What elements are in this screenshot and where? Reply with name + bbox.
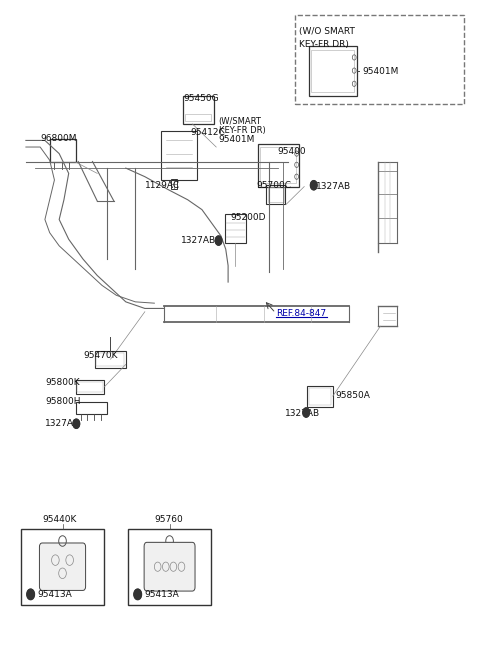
FancyBboxPatch shape [144, 542, 195, 591]
Text: 95413A: 95413A [38, 590, 72, 599]
Bar [258, 144, 299, 186]
Circle shape [303, 408, 310, 417]
Bar [267, 186, 284, 202]
Text: 95760: 95760 [155, 514, 183, 524]
Text: 95401M: 95401M [218, 135, 255, 144]
Bar [185, 114, 212, 121]
Bar [307, 385, 333, 407]
Bar [183, 96, 214, 124]
Text: 1327AB: 1327AB [285, 409, 320, 418]
Text: (W/O SMART: (W/O SMART [300, 27, 355, 36]
Text: 95850A: 95850A [335, 391, 370, 400]
Text: 95400: 95400 [277, 147, 306, 156]
Text: 95470K: 95470K [83, 351, 118, 361]
Bar [225, 213, 246, 243]
Text: (W/SMART: (W/SMART [218, 117, 262, 127]
Bar [295, 15, 464, 104]
Bar [76, 380, 104, 394]
Bar [309, 388, 331, 404]
Circle shape [311, 180, 317, 190]
Text: 96800M: 96800M [40, 134, 77, 143]
Bar [309, 46, 357, 95]
Bar [171, 178, 177, 189]
Text: 95800H: 95800H [45, 398, 81, 406]
Bar [161, 131, 197, 180]
Text: 95401M: 95401M [363, 67, 399, 76]
Text: KEY-FR DR): KEY-FR DR) [300, 40, 349, 50]
Text: 95800K: 95800K [45, 378, 80, 387]
Text: 95450G: 95450G [183, 94, 218, 103]
Bar [49, 139, 76, 162]
Circle shape [73, 419, 80, 428]
Text: 95200D: 95200D [230, 213, 266, 222]
Bar [77, 382, 103, 392]
Circle shape [134, 589, 142, 599]
FancyBboxPatch shape [146, 543, 192, 591]
FancyBboxPatch shape [39, 543, 85, 591]
Bar [261, 147, 296, 183]
Text: 95413A: 95413A [145, 590, 180, 599]
Bar [266, 184, 285, 204]
Text: REF.84-847: REF.84-847 [276, 308, 326, 318]
Text: 1327AB: 1327AB [316, 182, 351, 191]
Bar [21, 529, 104, 605]
Bar [76, 402, 107, 414]
Circle shape [215, 236, 222, 245]
Text: 1129AC: 1129AC [145, 181, 180, 190]
Bar [128, 529, 212, 605]
Bar [95, 351, 126, 368]
Text: 95700C: 95700C [257, 181, 292, 190]
Bar [96, 353, 124, 366]
Bar [312, 50, 354, 92]
Text: 1327AB: 1327AB [45, 419, 80, 428]
Text: 95440K: 95440K [43, 514, 77, 524]
Text: 95412C: 95412C [190, 128, 225, 137]
Text: 1327AB: 1327AB [180, 236, 216, 245]
Text: KEY-FR DR): KEY-FR DR) [218, 126, 265, 135]
Circle shape [27, 589, 35, 599]
